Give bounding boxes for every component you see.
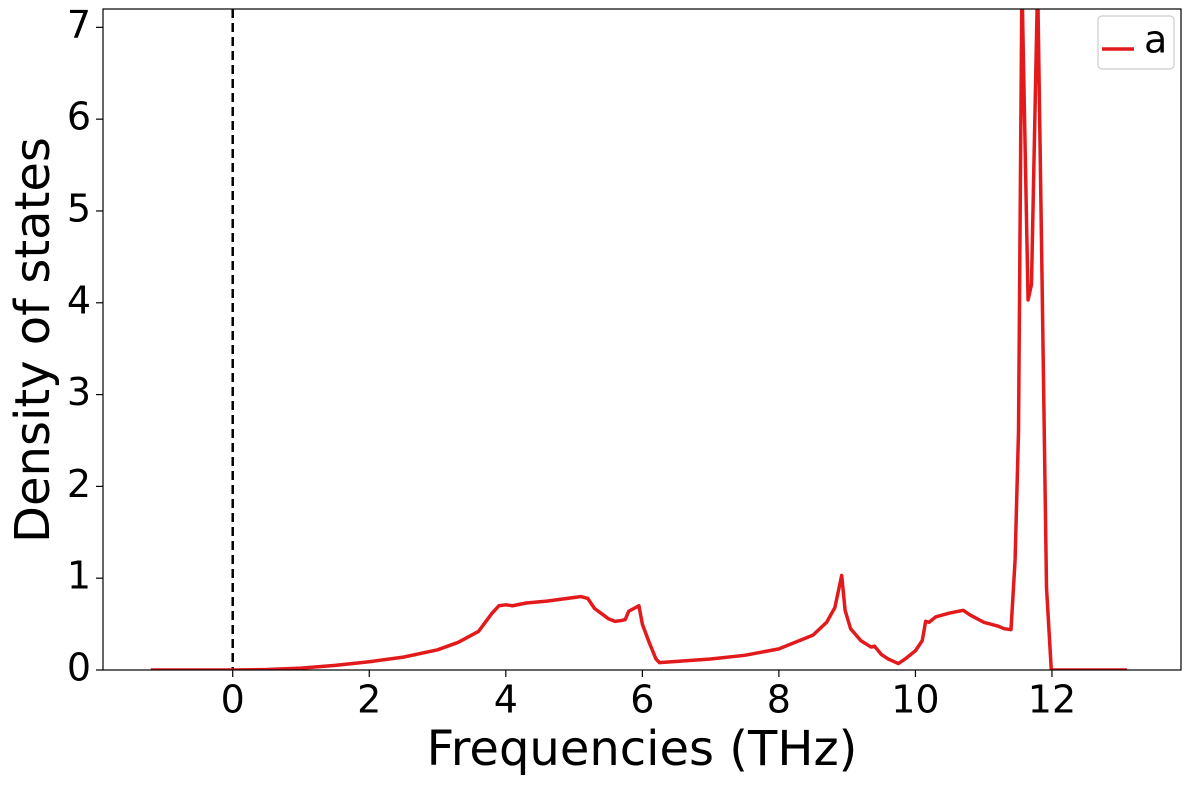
- y-tick-label: 3: [67, 370, 91, 414]
- x-axis-label: Frequencies (THz): [427, 721, 858, 777]
- x-tick-label: 2: [357, 678, 381, 722]
- y-tick-label: 6: [67, 95, 91, 139]
- legend-label: a: [1144, 18, 1167, 62]
- y-axis-label: Density of states: [5, 137, 61, 543]
- x-tick-label: 6: [630, 678, 654, 722]
- legend-box: [1097, 15, 1175, 70]
- y-tick-label: 5: [67, 186, 91, 230]
- x-tick-label: 4: [494, 678, 518, 722]
- dos-line: [150, 9, 1128, 670]
- x-tick-label: 0: [221, 678, 245, 722]
- x-tick-label: 10: [891, 678, 939, 722]
- y-tick-label: 0: [67, 646, 91, 690]
- x-tick-label: 8: [767, 678, 791, 722]
- axes-frame: [102, 8, 1182, 671]
- y-tick-label: 7: [67, 3, 91, 47]
- y-tick-label: 4: [67, 278, 91, 322]
- y-tick-label: 2: [67, 462, 91, 506]
- plot-area: [150, 9, 1128, 670]
- y-tick-label: 1: [67, 554, 91, 598]
- x-tick-label: 12: [1028, 678, 1076, 722]
